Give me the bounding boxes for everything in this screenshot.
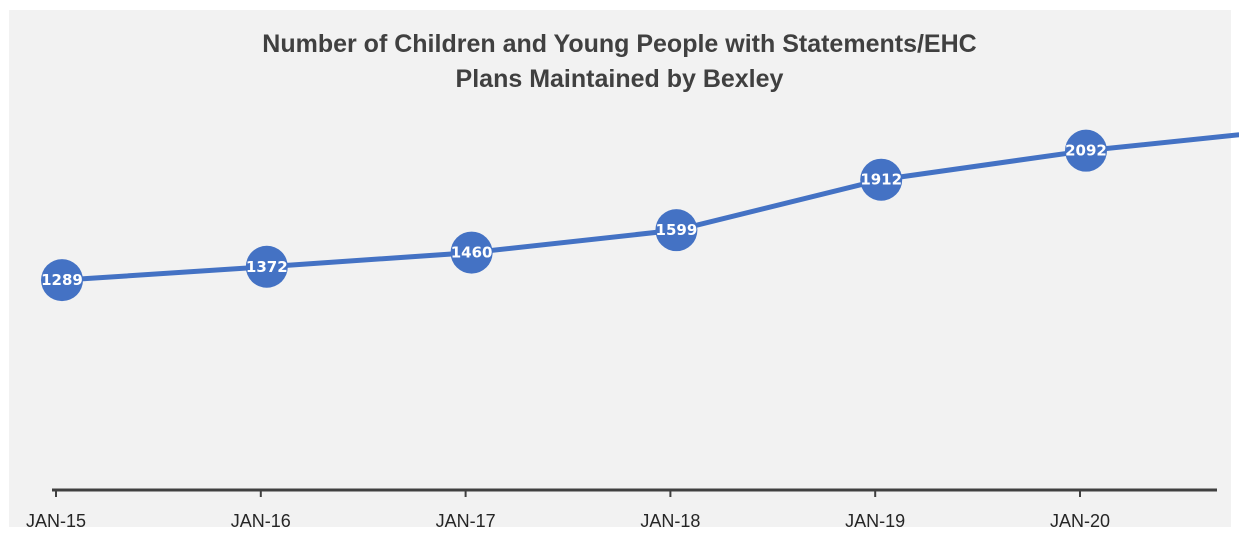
x-tick-label: JAN-17 [436,511,496,531]
x-tick-label: JAN-16 [231,511,291,531]
data-point [41,259,83,302]
data-label: 1599 [656,221,698,239]
data-point [450,231,493,274]
data-point [655,209,698,252]
x-tick-label: JAN-18 [640,511,700,531]
series-line [61,132,1239,283]
data-point [860,158,903,201]
data-label: 1372 [246,258,288,276]
data-label: 1289 [41,271,83,289]
chart-title: Number of Children and Young People with… [262,30,977,93]
data-label: 1460 [451,244,493,262]
data-label: 2092 [1065,142,1107,160]
data-point [1065,129,1107,172]
data-point [245,245,288,288]
x-tick-label: JAN-19 [845,511,905,531]
data-label: 1912 [860,171,902,189]
x-tick-label: JAN-15 [26,511,86,531]
x-tick-label: JAN-20 [1050,511,1110,531]
